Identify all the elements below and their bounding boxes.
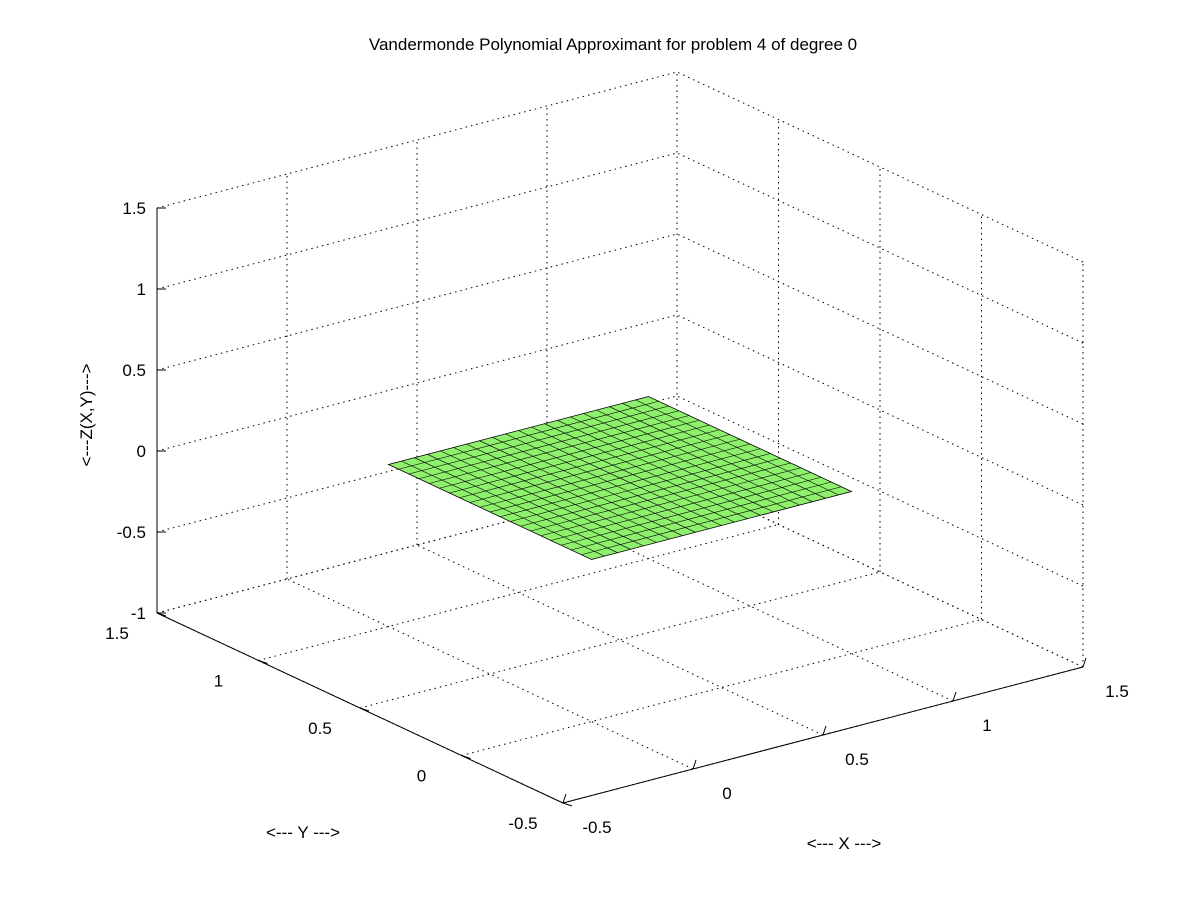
surface-mesh-line xyxy=(531,426,735,523)
x-tick-mark xyxy=(1082,657,1087,668)
x-axis-label: <--- X ---> xyxy=(807,834,882,853)
tick-labels: -0.500.511.5-0.500.511.5-1-0.500.511.5 xyxy=(105,199,1129,837)
surface-mesh-line xyxy=(479,438,740,508)
x-tick-mark xyxy=(822,725,827,736)
surface-mesh-line xyxy=(635,399,839,496)
surface-mesh-line xyxy=(439,419,700,489)
y-tick-label: 1 xyxy=(214,672,223,691)
surface-mesh-line xyxy=(398,400,659,470)
grid-line xyxy=(416,544,824,736)
grid-line xyxy=(359,571,881,709)
z-tick-label: 1.5 xyxy=(122,199,146,218)
y-axis-label: <--- Y ---> xyxy=(266,823,340,842)
axis-lines xyxy=(156,207,1087,807)
y-tick-mark xyxy=(359,707,370,712)
y-tick-mark xyxy=(562,802,573,807)
y-tick-label: -0.5 xyxy=(508,814,537,833)
x-tick-label: 0 xyxy=(722,784,731,803)
y-tick-mark xyxy=(461,755,471,759)
z-axis-label: <---Z(X,Y)---> xyxy=(77,363,96,466)
surface-mesh xyxy=(387,396,853,560)
surface-mesh-line xyxy=(583,413,787,509)
grid-line xyxy=(286,578,694,770)
surface-mesh-line xyxy=(609,406,813,502)
surface-mesh-line xyxy=(449,424,710,494)
chart-title: Vandermonde Polynomial Approximant for p… xyxy=(369,35,857,54)
y-tick-mark xyxy=(258,660,268,664)
surface-mesh-line xyxy=(418,410,680,480)
surface-mesh-line xyxy=(557,420,761,516)
y-tick-label: 0 xyxy=(417,767,426,786)
z-tick-label: 0.5 xyxy=(122,361,146,380)
surface-mesh-line xyxy=(469,434,730,503)
surface-mesh-line xyxy=(570,416,774,513)
grid-line xyxy=(461,619,982,756)
x-tick-label: 0.5 xyxy=(845,750,869,769)
x-tick-label: 1.5 xyxy=(1105,682,1129,701)
y-tick-label: 1.5 xyxy=(105,624,129,643)
z-tick-label: -0.5 xyxy=(117,523,146,542)
surface-mesh-line xyxy=(622,403,826,499)
surface-mesh-line xyxy=(459,429,720,499)
surface-mesh-line xyxy=(544,423,748,519)
surface-mesh-line xyxy=(408,405,669,475)
x-tick-mark xyxy=(692,759,697,770)
surface-mesh-line xyxy=(489,443,751,513)
z-tick-label: 0 xyxy=(137,442,146,461)
y-tick-label: 0.5 xyxy=(308,719,332,738)
z-tick-label: 1 xyxy=(137,280,146,299)
x-tick-label: 1 xyxy=(982,716,991,735)
x-tick-mark xyxy=(952,691,957,702)
x-tick-label: -0.5 xyxy=(582,818,611,837)
surface-mesh-line xyxy=(596,409,800,506)
x-tick-mark xyxy=(562,793,567,804)
surface-mesh-line xyxy=(429,415,690,484)
z-tick-label: -1 xyxy=(131,604,146,623)
